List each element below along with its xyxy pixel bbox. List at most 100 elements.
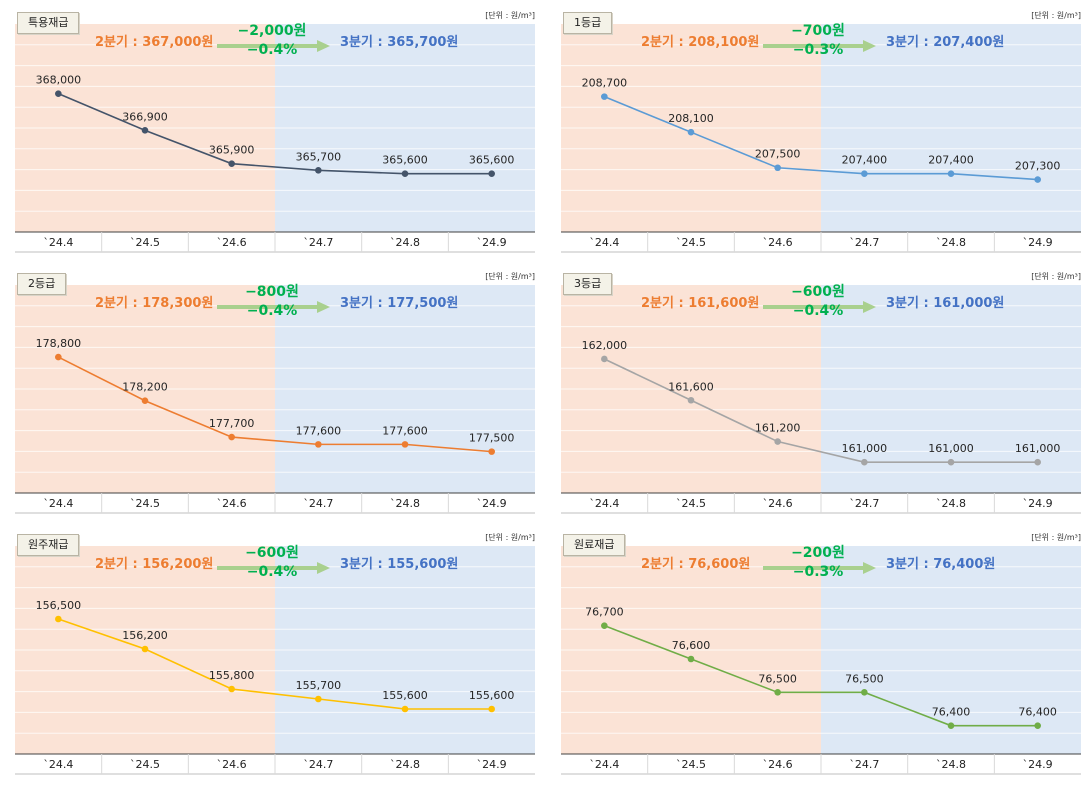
change-arrow-icon <box>217 562 330 574</box>
line-chart: `24.4 `24.5 `24.6 `24.7 `24.8 `24.9 208,700 208… <box>561 24 1081 253</box>
series-line <box>604 624 1038 727</box>
data-label: 178,800 <box>36 337 82 350</box>
grade-tab: 2등급 <box>17 273 67 295</box>
change-amount: −600원 <box>791 284 845 300</box>
data-point <box>55 90 62 97</box>
change-arrow-icon <box>217 40 330 52</box>
x-tick-label: `24.4 <box>589 758 619 771</box>
change-amount: −200원 <box>791 545 845 561</box>
series-line <box>58 618 492 710</box>
data-label: 155,800 <box>209 669 255 682</box>
data-point <box>687 396 695 404</box>
x-tick-label: `24.5 <box>676 236 706 249</box>
q3-price-label: 3분기 : 207,400원 <box>886 35 1005 50</box>
data-label: 365,700 <box>296 150 342 163</box>
x-tick-label: `24.4 <box>589 497 619 510</box>
data-label: 208,100 <box>668 112 714 125</box>
data-point <box>141 127 149 134</box>
x-tick-label: `24.7 <box>303 236 333 249</box>
q3-price-label: 3분기 : 155,600원 <box>340 557 459 572</box>
data-point <box>601 93 608 100</box>
change-percent: −0.4% <box>246 303 298 319</box>
x-tick-label: `24.6 <box>763 758 793 771</box>
line-chart: `24.4 `24.5 `24.6 `24.7 `24.8 `24.9 76,700 76,6… <box>561 546 1081 775</box>
series-line <box>603 358 1038 463</box>
x-tick-label: `24.8 <box>390 497 420 510</box>
change-percent: −0.3% <box>792 564 844 580</box>
unit-label: [단위 : 원/m³] <box>485 272 535 281</box>
x-tick-label: `24.4 <box>43 236 73 249</box>
x-tick-label: `24.8 <box>936 497 966 510</box>
x-tick-label: `24.5 <box>130 758 160 771</box>
data-point <box>401 170 409 177</box>
data-label: 366,900 <box>122 110 168 123</box>
data-label: 177,600 <box>296 424 342 437</box>
data-label: 162,000 <box>582 339 628 352</box>
x-tick-label: `24.8 <box>390 236 420 249</box>
change-amount: −600원 <box>245 545 299 561</box>
series-line <box>57 356 492 453</box>
data-point <box>861 458 868 466</box>
x-tick-label: `24.8 <box>390 758 420 771</box>
change-arrow-icon <box>217 301 330 313</box>
data-label: 207,400 <box>928 154 974 167</box>
data-point <box>141 397 149 405</box>
unit-label: [단위 : 원/m³] <box>485 533 535 542</box>
data-point <box>687 128 695 136</box>
q3-price-label: 3분기 : 76,400원 <box>886 557 996 572</box>
data-point <box>488 448 495 455</box>
chart-panel: `24.4 `24.5 `24.6 `24.7 `24.8 `24.9 162,000 161… <box>561 271 1081 523</box>
q2-price-label: 2분기 : 156,200원 <box>95 557 214 572</box>
x-tick-label: `24.9 <box>1023 758 1053 771</box>
q2-price-label: 2분기 : 76,600원 <box>641 557 751 572</box>
data-label: 161,000 <box>1015 442 1061 455</box>
data-label: 207,500 <box>755 148 801 161</box>
data-point <box>228 433 235 441</box>
x-tick-label: `24.4 <box>43 497 73 510</box>
x-tick-label: `24.9 <box>477 758 507 771</box>
data-label: 155,600 <box>382 689 428 702</box>
data-label: 178,200 <box>122 381 168 394</box>
data-point <box>687 655 695 663</box>
line-chart: `24.4 `24.5 `24.6 `24.7 `24.8 `24.9 178,800 178… <box>15 285 535 514</box>
change-percent: −0.4% <box>246 42 298 58</box>
data-point <box>861 170 868 177</box>
change-amount: −700원 <box>791 23 845 39</box>
data-label: 177,700 <box>209 417 255 430</box>
data-label: 365,600 <box>469 154 515 167</box>
unit-label: [단위 : 원/m³] <box>485 11 535 20</box>
data-point <box>228 160 235 167</box>
x-tick-label: `24.8 <box>936 236 966 249</box>
unit-label: [단위 : 원/m³] <box>1031 11 1081 20</box>
data-label: 207,300 <box>1015 160 1061 173</box>
change-arrow-icon <box>763 40 876 52</box>
q2-price-label: 2분기 : 208,100원 <box>641 35 760 50</box>
data-label: 208,700 <box>582 77 628 90</box>
series-line <box>58 92 492 175</box>
x-tick-label: `24.8 <box>936 758 966 771</box>
data-label: 161,000 <box>928 442 974 455</box>
x-tick-label: `24.6 <box>217 497 247 510</box>
q3-price-label: 3분기 : 365,700원 <box>340 35 459 50</box>
x-tick-label: `24.7 <box>849 497 879 510</box>
line-chart: `24.4 `24.5 `24.6 `24.7 `24.8 `24.9 368,000 366… <box>15 24 535 253</box>
change-arrow-icon <box>763 562 876 574</box>
x-tick-label: `24.5 <box>676 758 706 771</box>
q2-price-label: 2분기 : 367,000원 <box>95 35 214 50</box>
data-point <box>1034 722 1041 729</box>
data-point <box>601 355 608 363</box>
data-point <box>55 353 62 361</box>
x-tick-label: `24.6 <box>763 497 793 510</box>
data-point <box>401 441 409 448</box>
x-tick-label: `24.5 <box>130 236 160 249</box>
chart-panel: `24.4 `24.5 `24.6 `24.7 `24.8 `24.9 208,700 208… <box>561 10 1081 262</box>
data-point <box>1034 458 1041 466</box>
x-tick-label: `24.7 <box>303 758 333 771</box>
data-point <box>774 164 781 172</box>
change-percent: −0.4% <box>246 564 298 580</box>
data-point <box>228 685 235 693</box>
data-point <box>1034 176 1041 183</box>
data-label: 76,500 <box>758 672 797 685</box>
x-tick-label: `24.6 <box>763 236 793 249</box>
data-point <box>947 458 955 466</box>
